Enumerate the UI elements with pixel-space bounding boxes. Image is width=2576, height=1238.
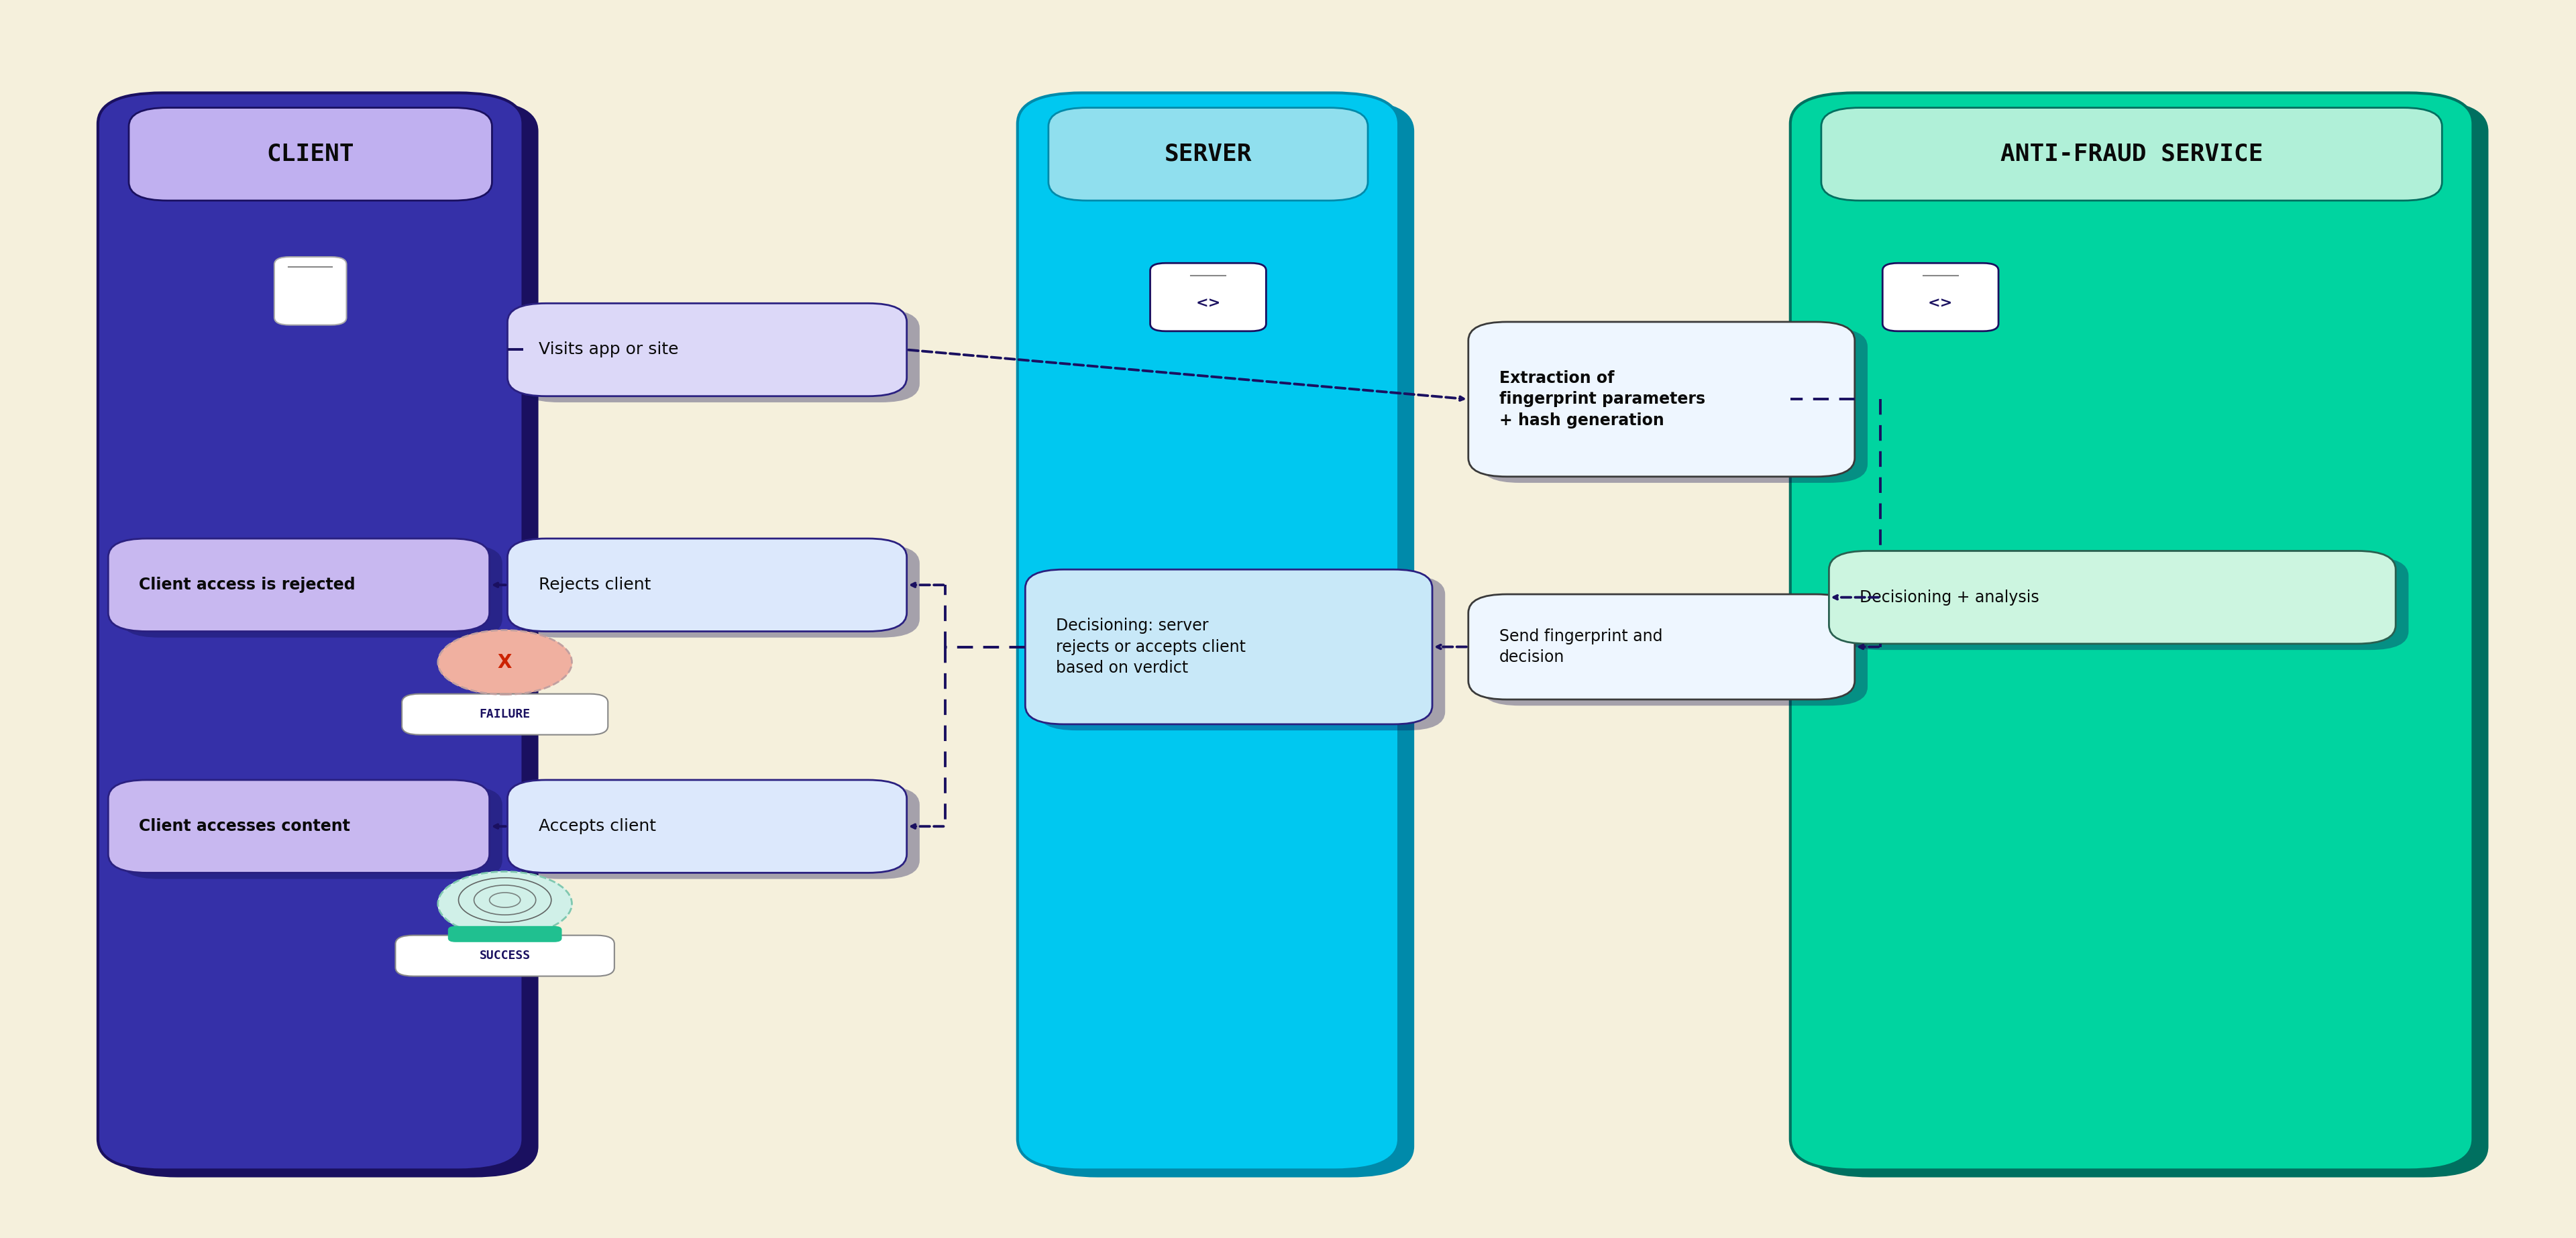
Text: FAILURE: FAILURE <box>479 708 531 721</box>
FancyBboxPatch shape <box>1149 264 1267 331</box>
FancyBboxPatch shape <box>1806 100 2488 1177</box>
Text: <>: <> <box>1927 297 1953 310</box>
FancyBboxPatch shape <box>448 926 562 942</box>
Text: <>: <> <box>1195 297 1221 310</box>
FancyBboxPatch shape <box>520 786 920 879</box>
FancyBboxPatch shape <box>520 545 920 638</box>
FancyBboxPatch shape <box>1048 108 1368 201</box>
FancyBboxPatch shape <box>394 936 613 976</box>
FancyBboxPatch shape <box>98 93 523 1170</box>
FancyBboxPatch shape <box>1481 600 1868 706</box>
Text: Visits app or site: Visits app or site <box>538 342 677 358</box>
Text: Extraction of
fingerprint parameters
+ hash generation: Extraction of fingerprint parameters + h… <box>1499 370 1705 428</box>
FancyBboxPatch shape <box>273 256 345 324</box>
FancyBboxPatch shape <box>1468 594 1855 699</box>
FancyBboxPatch shape <box>507 539 907 631</box>
Text: ANTI-FRAUD SERVICE: ANTI-FRAUD SERVICE <box>2002 142 2262 166</box>
Text: Accepts client: Accepts client <box>538 818 657 834</box>
FancyBboxPatch shape <box>1038 576 1445 730</box>
Text: Client accesses content: Client accesses content <box>139 818 350 834</box>
Text: Send fingerprint and
decision: Send fingerprint and decision <box>1499 628 1662 666</box>
FancyBboxPatch shape <box>1821 108 2442 201</box>
FancyBboxPatch shape <box>402 693 608 735</box>
Text: Client access is rejected: Client access is rejected <box>139 577 355 593</box>
Text: SERVER: SERVER <box>1164 142 1252 166</box>
Text: CLIENT: CLIENT <box>268 142 353 166</box>
FancyBboxPatch shape <box>1018 93 1399 1170</box>
FancyBboxPatch shape <box>1481 328 1868 483</box>
Circle shape <box>438 630 572 695</box>
FancyBboxPatch shape <box>1883 264 1999 331</box>
Text: X: X <box>497 652 513 672</box>
FancyBboxPatch shape <box>1829 551 2396 644</box>
FancyBboxPatch shape <box>507 780 907 873</box>
Text: Rejects client: Rejects client <box>538 577 652 593</box>
Text: Decisioning: server
rejects or accepts client
based on verdict: Decisioning: server rejects or accepts c… <box>1056 618 1247 676</box>
FancyBboxPatch shape <box>121 786 502 879</box>
FancyBboxPatch shape <box>520 310 920 402</box>
FancyBboxPatch shape <box>113 100 538 1177</box>
FancyBboxPatch shape <box>1025 569 1432 724</box>
FancyBboxPatch shape <box>1842 557 2409 650</box>
FancyBboxPatch shape <box>121 545 502 638</box>
Text: Decisioning + analysis: Decisioning + analysis <box>1860 589 2040 605</box>
Text: SUCCESS: SUCCESS <box>479 950 531 962</box>
FancyBboxPatch shape <box>108 780 489 873</box>
FancyBboxPatch shape <box>1468 322 1855 477</box>
FancyBboxPatch shape <box>129 108 492 201</box>
FancyBboxPatch shape <box>108 539 489 631</box>
FancyBboxPatch shape <box>507 303 907 396</box>
FancyBboxPatch shape <box>1033 100 1414 1177</box>
Circle shape <box>438 872 572 936</box>
FancyBboxPatch shape <box>1790 93 2473 1170</box>
